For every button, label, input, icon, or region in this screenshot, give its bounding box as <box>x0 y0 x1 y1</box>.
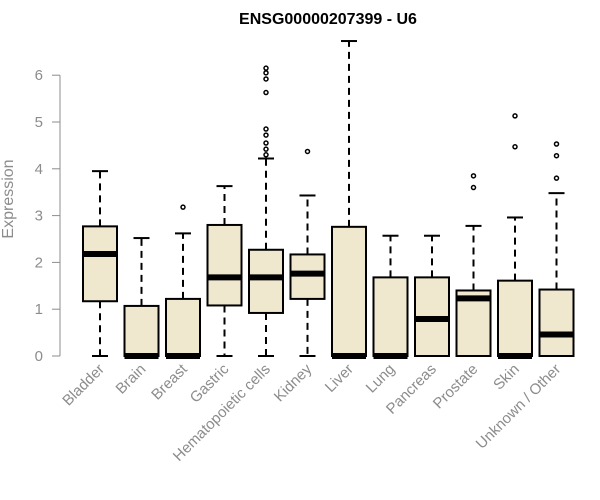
x-tick-label: Brain <box>113 361 150 398</box>
outlier-point <box>263 89 269 96</box>
y-tick-label: 4 <box>35 161 43 178</box>
x-tick-label: Kidney <box>271 360 316 405</box>
outlier-point <box>553 152 560 159</box>
outlier-point <box>470 184 477 191</box>
outlier-point <box>263 70 269 76</box>
x-tick-label: Breast <box>148 360 191 403</box>
box-gastric <box>206 185 243 357</box>
outlier-point <box>263 146 269 152</box>
outlier-point <box>263 65 269 71</box>
outlier-point <box>263 152 269 158</box>
outlier-point <box>553 175 560 181</box>
box-lung <box>372 234 409 359</box>
outlier-point <box>470 173 477 179</box>
box-pancreas <box>414 234 450 358</box>
outlier-point <box>263 140 269 146</box>
y-tick-label: 6 <box>35 67 43 84</box>
box-hematopoietic-cells <box>248 65 284 357</box>
outlier-point <box>263 76 269 82</box>
outlier-point <box>512 113 518 119</box>
iqr-box <box>248 248 284 314</box>
y-tick-label: 1 <box>35 301 43 318</box>
iqr-box <box>206 223 243 307</box>
box-prostate <box>455 173 492 358</box>
box-kidney <box>289 148 326 357</box>
chart-title: ENSG00000207399 - U6 <box>239 11 417 28</box>
x-tick-label: Prostate <box>430 361 482 413</box>
iqr-box <box>82 225 118 303</box>
outlier-point <box>553 141 560 147</box>
x-tick-label: Liver <box>322 361 357 396</box>
y-axis: 0 1 2 3 4 5 6 <box>35 67 61 365</box>
box-skin <box>497 113 533 359</box>
y-axis-label: Expression <box>0 159 17 238</box>
y-tick-label: 3 <box>35 208 43 225</box>
x-tick-label: Skin <box>490 361 523 394</box>
iqr-box <box>165 297 201 357</box>
iqr-box <box>289 253 326 300</box>
y-tick-label: 5 <box>35 114 43 131</box>
outlier-point <box>304 148 311 155</box>
box-liver <box>331 40 367 359</box>
iqr-box <box>331 225 367 357</box>
outlier-point <box>180 204 186 210</box>
x-tick-label: Bladder <box>59 361 108 410</box>
outlier-point <box>263 132 269 138</box>
y-tick-label: 0 <box>35 348 43 365</box>
iqr-box <box>372 276 409 358</box>
box-brain <box>123 237 160 359</box>
y-tick-label: 2 <box>35 254 43 271</box>
iqr-box <box>497 279 533 358</box>
outlier-point <box>512 144 518 150</box>
iqr-box <box>538 288 575 358</box>
outlier-point <box>263 126 269 132</box>
x-tick-label: Lung <box>363 361 399 397</box>
boxes-layer <box>82 40 575 359</box>
box-unknown-other <box>538 141 575 358</box>
box-breast <box>165 204 201 359</box>
box-bladder <box>82 170 118 357</box>
iqr-box <box>123 304 160 358</box>
